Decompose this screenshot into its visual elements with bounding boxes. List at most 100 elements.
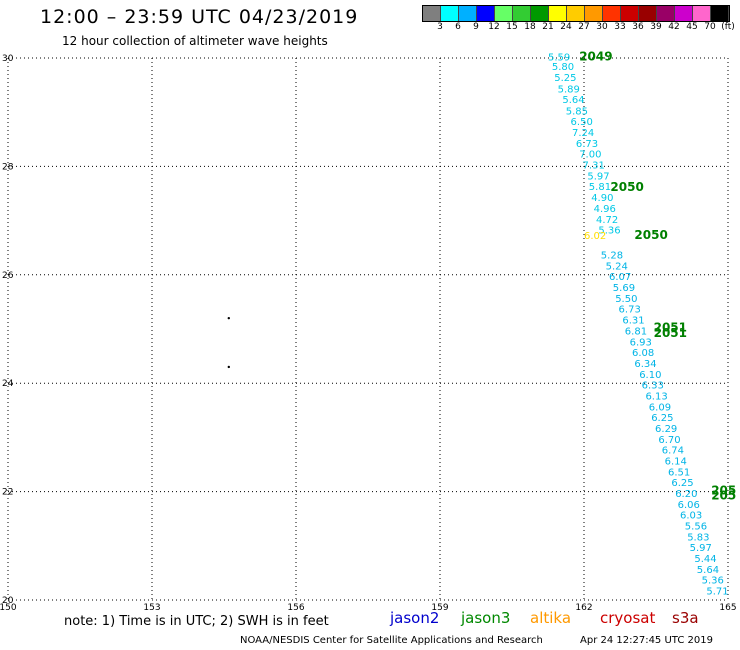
swh-value-label: 5.83 — [687, 532, 709, 543]
credit-text: NOAA/NESDIS Center for Satellite Applica… — [240, 635, 543, 646]
mission-legend-cryosat: cryosat — [600, 609, 656, 627]
mission-legend-jason3: jason3 — [461, 609, 511, 627]
colorbar-label: 6 — [455, 22, 461, 32]
swh-value-label: 5.28 — [601, 251, 623, 262]
swh-value-label: 6.08 — [632, 348, 654, 359]
swh-value-label: 5.36 — [598, 226, 620, 237]
swh-value-label: 6.73 — [576, 139, 598, 150]
island-dot — [227, 316, 230, 320]
swh-value-label: 6.93 — [630, 337, 652, 348]
lat-tick-label: 26 — [2, 271, 14, 281]
swh-colorbar — [422, 5, 730, 22]
colorbar-swatch — [657, 6, 675, 21]
swh-value-label: 5.50 — [615, 294, 637, 305]
colorbar-label: 24 — [560, 22, 572, 32]
mission-legend-jason2: jason2 — [390, 609, 440, 627]
lon-tick-label: 156 — [287, 603, 304, 613]
colorbar-label: 15 — [506, 22, 518, 32]
colorbar-label: 39 — [650, 22, 662, 32]
map-subtitle: 12 hour collection of altimeter wave hei… — [62, 34, 328, 48]
pass-time-label: 2050 — [634, 228, 667, 242]
swh-value-label: 5.85 — [566, 106, 588, 117]
lon-tick-label: 150 — [0, 603, 17, 613]
swh-value-label: 6.06 — [678, 500, 700, 511]
swh-value-label: 6.13 — [645, 391, 667, 402]
swh-value-label: 7.31 — [583, 161, 605, 172]
swh-value-label: 6.07 — [609, 272, 631, 283]
swh-value-label: 6.25 — [651, 413, 673, 424]
swh-value-label: 5.56 — [685, 522, 707, 533]
colorbar-swatch — [585, 6, 603, 21]
pass-time-label: 205 — [711, 483, 736, 497]
swh-value-label: 6.20 — [675, 489, 697, 500]
swh-value-label: 6.50 — [571, 117, 593, 128]
swh-value-label: 5.59 — [548, 53, 570, 64]
swh-value-label: 5.80 — [552, 62, 574, 73]
swh-value-label: 6.81 — [625, 326, 647, 337]
lon-tick-label: 162 — [575, 603, 592, 613]
colorbar-swatch — [423, 6, 441, 21]
pass-time-label: 2051 — [654, 321, 687, 335]
colorbar-swatch — [711, 6, 729, 21]
colorbar-label: 18 — [524, 22, 536, 32]
swh-value-label: 5.89 — [558, 85, 580, 96]
swh-value-label: 4.90 — [591, 193, 613, 204]
swh-value-label: 6.31 — [622, 316, 644, 327]
swh-value-label: 6.25 — [671, 478, 693, 489]
lat-tick-label: 24 — [2, 379, 14, 389]
swh-value-label: 5.25 — [554, 73, 576, 84]
swh-value-label: 7.00 — [579, 150, 601, 161]
swh-value-label: 5.44 — [694, 554, 716, 565]
lat-tick-label: 22 — [2, 488, 13, 498]
colorbar-swatch — [549, 6, 567, 21]
colorbar-label: 33 — [614, 22, 626, 32]
swh-value-label: 5.64 — [562, 95, 584, 106]
pass-time-label: 2050 — [610, 180, 643, 194]
generation-timestamp: Apr 24 12:27:45 UTC 2019 — [580, 635, 713, 646]
colorbar-label: 45 — [686, 22, 698, 32]
swh-value-label: 5.36 — [702, 576, 724, 587]
swh-value-label: 6.34 — [634, 359, 656, 370]
colorbar-swatch — [495, 6, 513, 21]
colorbar-swatch — [567, 6, 585, 21]
pass-time-label: 2049 — [579, 50, 612, 64]
colorbar-swatch — [531, 6, 549, 21]
mission-legend-s3a: s3a — [672, 609, 699, 627]
swh-value-label: 6.03 — [680, 511, 702, 522]
colorbar-label: 36 — [632, 22, 644, 32]
colorbar-swatch — [477, 6, 495, 21]
swh-value-label: 5.81 — [589, 182, 611, 193]
swh-value-label: 6.02 — [584, 231, 606, 242]
mission-legend-altika: altika — [530, 609, 572, 627]
swh-value-label: 4.72 — [596, 215, 618, 226]
colorbar-label: 27 — [578, 22, 590, 32]
colorbar-label: 42 — [668, 22, 680, 32]
colorbar-label: 21 — [542, 22, 554, 32]
colorbar-label: 12 — [488, 22, 500, 32]
swh-value-label: 6.29 — [655, 424, 677, 435]
colorbar-label: 3 — [437, 22, 443, 32]
colorbar-swatch — [675, 6, 693, 21]
colorbar-label: 70 — [704, 22, 716, 32]
lon-tick-label: 159 — [431, 603, 448, 613]
swh-value-label: 7.24 — [572, 128, 594, 139]
swh-value-label: 6.74 — [662, 446, 684, 457]
swh-value-label: 6.70 — [658, 435, 680, 446]
swh-value-label: 6.73 — [619, 305, 641, 316]
swh-value-label: 4.96 — [594, 204, 616, 215]
lat-tick-label: 28 — [2, 162, 14, 172]
swh-value-label: 5.64 — [697, 565, 719, 576]
colorbar-swatch — [639, 6, 657, 21]
swh-value-label: 6.10 — [639, 370, 661, 381]
swh-value-label: 5.97 — [587, 171, 609, 182]
colorbar-swatch — [693, 6, 711, 21]
swh-value-label: 6.09 — [649, 402, 671, 413]
colorbar-label: 9 — [473, 22, 479, 32]
colorbar-label: (ft) — [721, 22, 735, 32]
colorbar-swatch — [441, 6, 459, 21]
colorbar-swatch — [513, 6, 531, 21]
pass-time-label: 205 — [711, 489, 736, 503]
colorbar-swatch — [459, 6, 477, 21]
swh-value-label: 5.97 — [690, 543, 712, 554]
swh-value-label: 6.51 — [668, 467, 690, 478]
